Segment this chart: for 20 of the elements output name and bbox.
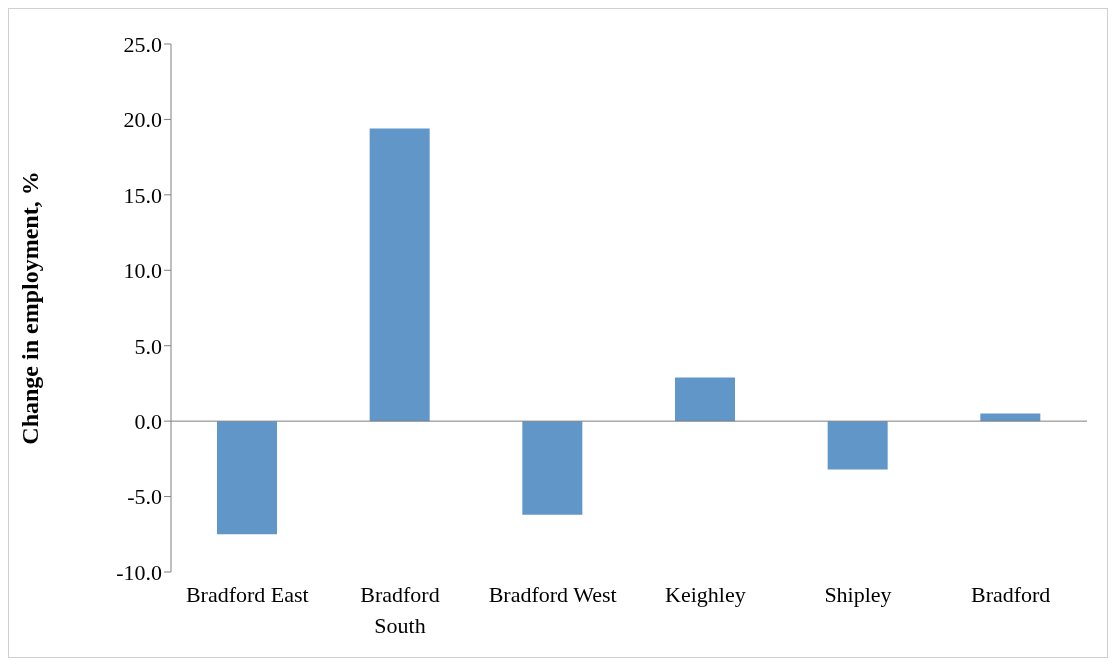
bar (827, 421, 888, 470)
x-tick-label: Bradford West (488, 582, 617, 607)
bar (369, 128, 430, 422)
y-axis-title: Change in employment, % (16, 171, 43, 445)
x-tick-label: Bradford South (360, 582, 440, 638)
y-tick-label: -10.0 (116, 559, 162, 585)
y-tick-label: 15.0 (123, 182, 162, 208)
x-tick-label: Bradford (970, 582, 1051, 607)
bar (522, 421, 583, 515)
bar (675, 377, 735, 422)
y-tick-label: -5.0 (127, 484, 162, 510)
y-tick-label: 25.0 (123, 31, 162, 57)
y-tick-label: 10.0 (123, 258, 162, 284)
y-tick-label: 0.0 (134, 408, 162, 434)
y-tick-label: 20.0 (123, 107, 162, 133)
x-tick-label: Shipley (824, 582, 892, 607)
bar (217, 421, 277, 535)
x-tick-label: Bradford East (185, 582, 309, 607)
y-tick-label: 5.0 (134, 333, 162, 359)
x-tick-label: Keighley (665, 582, 746, 607)
